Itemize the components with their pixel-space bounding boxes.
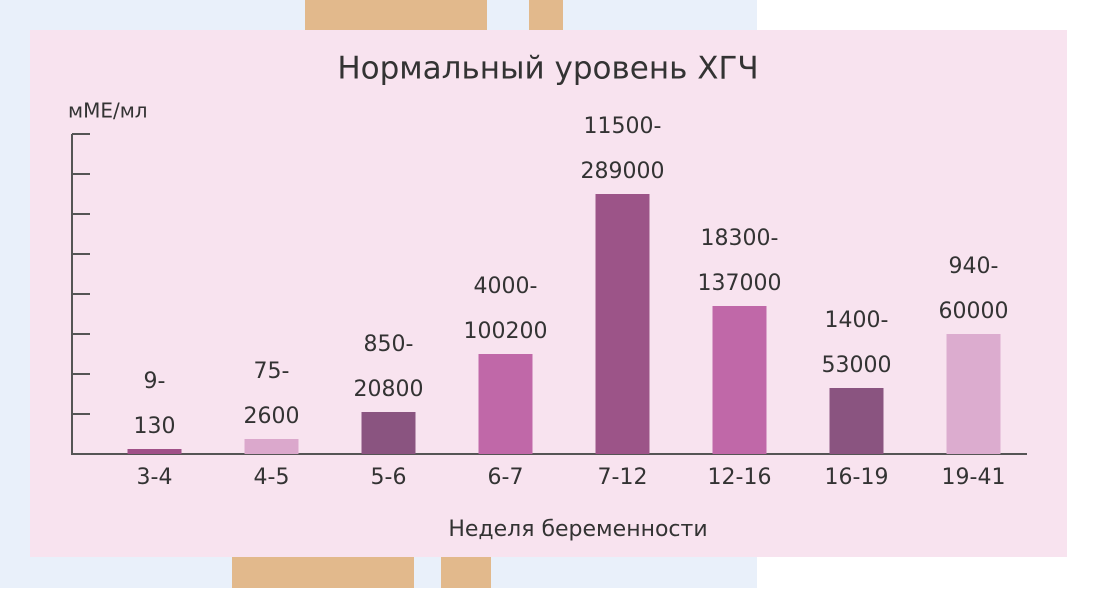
- range-label: 4000-: [474, 274, 538, 299]
- range-label: 18300-: [701, 226, 779, 251]
- range-label: 11500-: [584, 114, 662, 139]
- range-label: 289000: [581, 159, 665, 184]
- x-tick-label: 16-19: [825, 465, 889, 490]
- range-label: 75-: [254, 359, 290, 384]
- range-label: 137000: [698, 271, 782, 296]
- x-tick-label: 19-41: [942, 465, 1006, 490]
- range-label: 940-: [949, 254, 999, 279]
- range-label: 60000: [939, 299, 1009, 324]
- x-tick-label: 5-6: [371, 465, 407, 490]
- bar: [946, 334, 1001, 454]
- range-label: 850-: [364, 332, 414, 357]
- x-tick-label: 12-16: [708, 465, 772, 490]
- chart-title: Нормальный уровень ХГЧ: [337, 51, 758, 87]
- range-label: 20800: [354, 377, 424, 402]
- bar: [595, 194, 650, 454]
- x-axis-label: Неделя беременности: [448, 517, 707, 542]
- x-tick-label: 4-5: [254, 465, 290, 490]
- range-label: 9-: [144, 369, 166, 394]
- bar: [712, 306, 767, 454]
- bar: [361, 412, 416, 454]
- chart-panel: [30, 30, 1067, 557]
- range-label: 53000: [822, 353, 892, 378]
- y-axis-label: мМЕ/мл: [68, 99, 148, 123]
- bar: [478, 354, 533, 454]
- range-label: 2600: [244, 404, 300, 429]
- range-label: 100200: [464, 319, 548, 344]
- x-tick-label: 6-7: [488, 465, 524, 490]
- x-tick-label: 3-4: [137, 465, 173, 490]
- bar: [829, 388, 884, 454]
- range-label: 1400-: [825, 308, 889, 333]
- bar: [127, 449, 182, 454]
- range-label: 130: [134, 414, 176, 439]
- bar: [244, 439, 299, 454]
- x-tick-label: 7-12: [598, 465, 648, 490]
